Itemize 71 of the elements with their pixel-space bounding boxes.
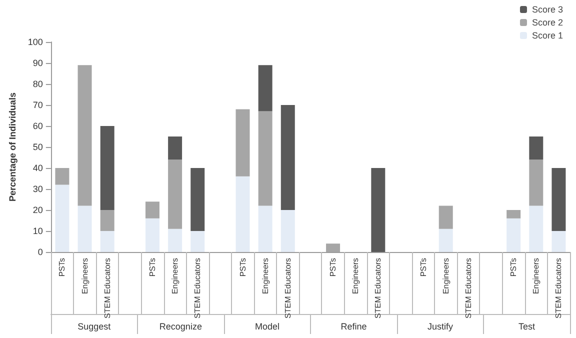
y-tick-label: 60 [32, 121, 43, 131]
bar [438, 206, 453, 229]
bar [236, 109, 250, 176]
y-tick-label: 30 [32, 184, 43, 194]
x-tick-label: PSTs [328, 258, 338, 277]
legend-label: Score 1 [532, 30, 564, 40]
legend-label: Score 3 [532, 4, 564, 14]
x-tick-label: STEM Educators [102, 258, 112, 318]
bar [100, 210, 114, 231]
x-tick-label: STEM Educators [464, 258, 473, 318]
bar [371, 168, 386, 252]
bar [529, 160, 544, 206]
text: Test [518, 322, 536, 332]
text: Model [254, 322, 280, 332]
text: Recognize [159, 322, 202, 332]
legend-label: Score 2 [532, 18, 564, 28]
text: Suggest [78, 322, 112, 332]
bar [258, 65, 272, 112]
bar [100, 231, 114, 252]
bar [236, 176, 250, 252]
bar [258, 111, 272, 206]
bar [78, 65, 92, 206]
text: Justify [427, 322, 454, 332]
x-tick-label: PSTs [148, 258, 157, 277]
bar [168, 228, 182, 252]
bar [190, 231, 205, 252]
y-axis-title: Percentage of Individuals [8, 92, 18, 202]
x-tick-label: Engineers [170, 258, 180, 294]
bar [552, 168, 566, 231]
x-tick-label: STEM Educators [283, 258, 292, 318]
bar [190, 168, 205, 231]
x-tick-label: Engineers [260, 258, 270, 294]
x-tick-label: PSTs [238, 258, 248, 277]
y-tick-label: 90 [32, 58, 43, 68]
bar [438, 228, 453, 252]
bar [529, 206, 544, 252]
x-tick-label: PSTs [58, 258, 67, 277]
text: Refine [340, 322, 367, 332]
y-tick-label: 40 [32, 163, 43, 173]
bar [506, 210, 521, 218]
bar [326, 244, 340, 252]
x-tick-label: PSTs [418, 258, 428, 277]
y-tick-label: 20 [32, 205, 43, 215]
y-tick-label: 80 [32, 79, 43, 89]
bar [280, 210, 295, 252]
bar [78, 206, 92, 252]
x-tick-label: PSTs [509, 258, 518, 277]
y-tick-label: 100 [28, 37, 43, 47]
x-tick-label: Engineers [441, 258, 450, 294]
bar [55, 168, 70, 185]
bar [145, 202, 160, 218]
bar [168, 136, 182, 160]
x-tick-label: Engineers [80, 258, 90, 294]
x-tick-label: Engineers [532, 258, 541, 294]
x-tick-label: STEM Educators [193, 258, 202, 318]
bar [506, 218, 521, 252]
bar [168, 160, 182, 229]
y-tick-label: 50 [32, 142, 43, 152]
x-tick-label: Engineers [351, 258, 360, 294]
y-tick-label: 70 [32, 100, 43, 110]
x-tick-label: STEM Educators [374, 258, 383, 318]
bar [145, 218, 160, 252]
bar [100, 126, 114, 210]
bar [258, 206, 272, 252]
y-tick-label: 0 [38, 247, 43, 257]
y-tick-label: 10 [32, 226, 43, 236]
bar [280, 105, 295, 210]
bar [552, 231, 566, 252]
bar [55, 184, 70, 252]
bar [529, 136, 544, 160]
x-tick-label: STEM Educators [554, 258, 564, 318]
